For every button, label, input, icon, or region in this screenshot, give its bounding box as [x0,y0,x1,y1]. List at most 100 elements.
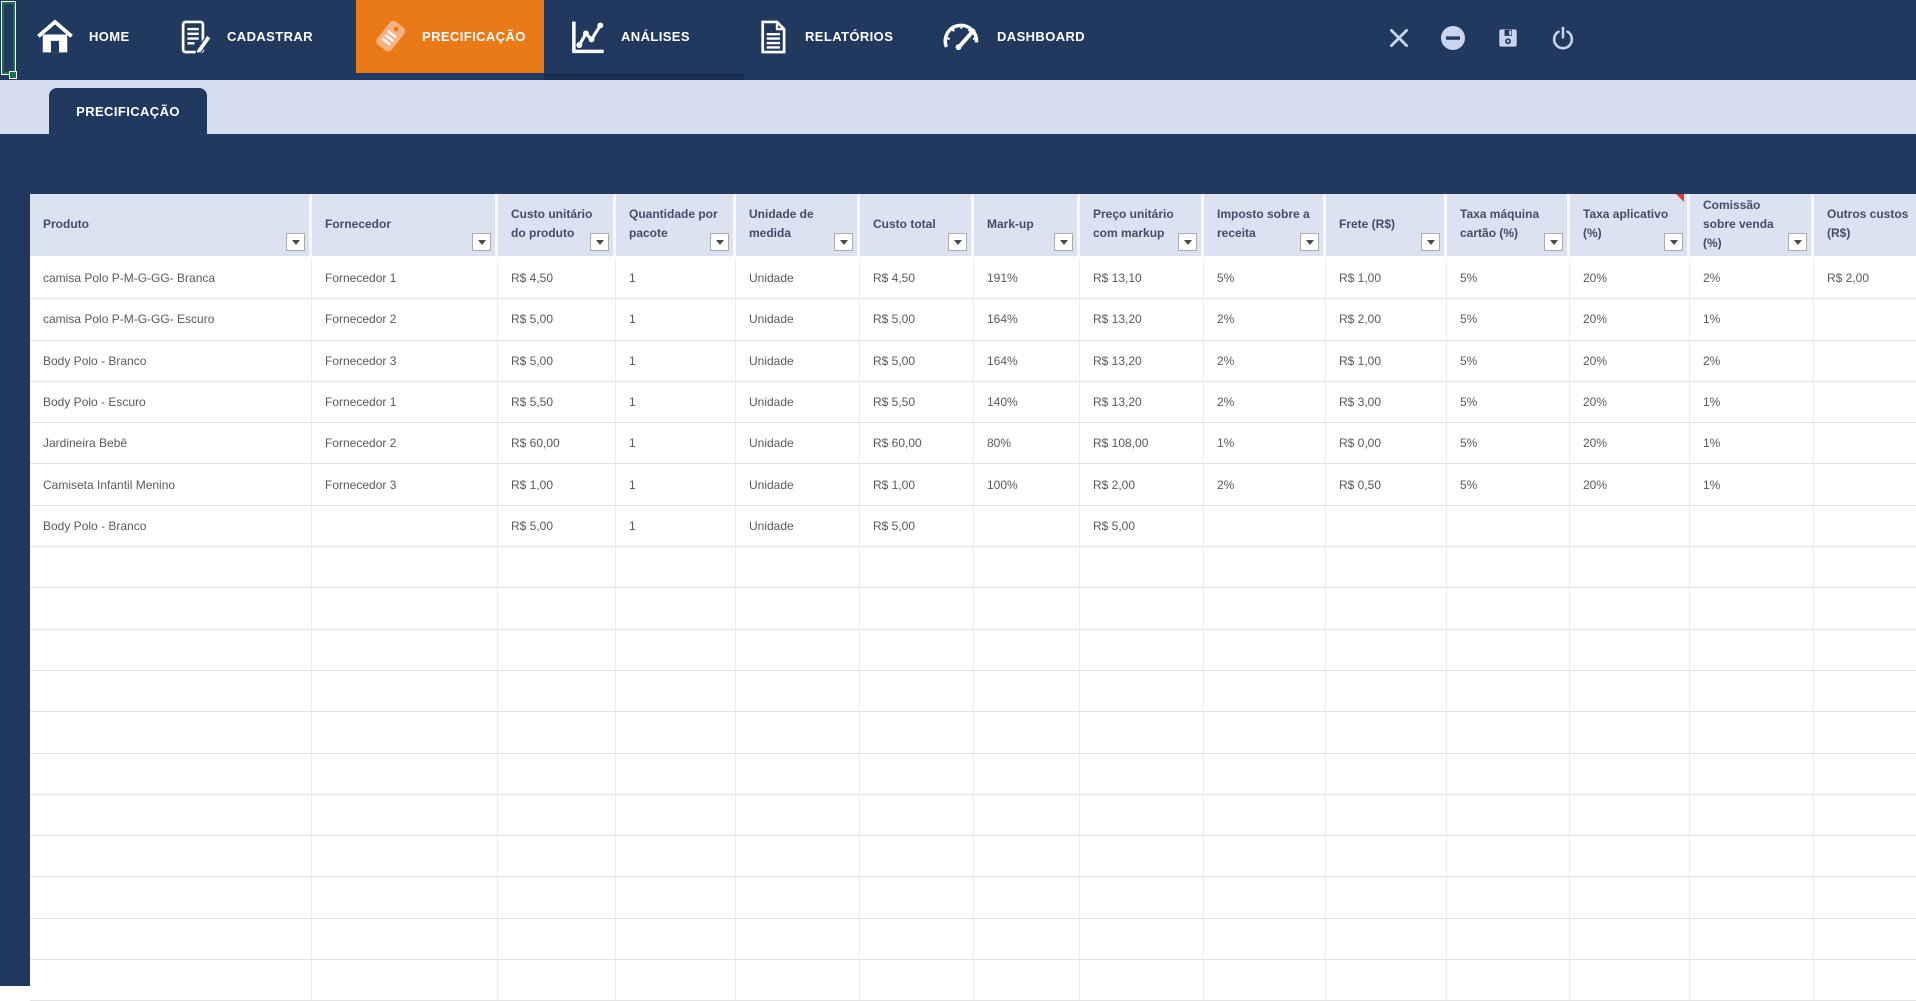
cell[interactable] [1326,547,1447,588]
cell[interactable] [616,918,736,960]
filter-dropdown-button[interactable] [472,233,491,251]
cell[interactable] [1690,794,1814,836]
cell[interactable] [736,670,860,712]
cell[interactable] [1814,836,1916,876]
cell[interactable] [30,918,312,960]
cell[interactable] [1326,753,1447,794]
cell[interactable] [1447,505,1570,547]
cell[interactable] [1080,670,1204,712]
cell[interactable] [498,753,616,794]
cell[interactable] [736,877,860,918]
cell[interactable]: Fornecedor 1 [312,258,498,299]
cell[interactable] [1570,712,1690,753]
cell[interactable]: R$ 13,20 [1080,340,1204,381]
cell[interactable] [30,588,312,629]
cell[interactable] [1814,919,1916,959]
cell[interactable] [1570,836,1690,877]
cell[interactable] [1690,960,1814,1001]
cell[interactable] [1447,629,1570,670]
cell[interactable]: 5% [1447,258,1570,299]
cell[interactable]: Unidade [736,340,860,381]
cell[interactable] [1447,670,1570,712]
cell[interactable] [1447,753,1570,794]
cell[interactable] [860,712,974,753]
cell[interactable] [312,918,498,960]
cell[interactable] [312,505,498,547]
cell[interactable]: R$ 60,00 [498,423,616,464]
cell[interactable]: R$ 0,00 [1326,423,1447,464]
cell[interactable] [736,918,860,960]
cell[interactable] [498,547,616,588]
cell[interactable]: R$ 5,00 [498,505,616,547]
cell[interactable] [736,629,860,670]
cell[interactable] [860,794,974,836]
cell[interactable]: R$ 4,50 [860,258,974,299]
cell[interactable] [1326,918,1447,960]
cell[interactable] [1814,671,1916,711]
cell[interactable] [1814,506,1916,546]
cell[interactable] [1690,547,1814,588]
cell[interactable] [1570,794,1690,836]
cell[interactable]: R$ 1,00 [1326,258,1447,299]
cell[interactable] [974,794,1080,836]
cell[interactable]: Unidade [736,258,860,299]
filter-dropdown-button[interactable] [834,233,853,251]
cell[interactable] [30,877,312,918]
cell[interactable]: Jardineira Bebê [30,423,312,464]
cell[interactable] [1080,794,1204,836]
cell[interactable]: R$ 2,00 [1827,271,1870,286]
cell[interactable]: Unidade [736,464,860,505]
cell[interactable] [1690,670,1814,712]
cell[interactable] [312,629,498,670]
cell[interactable] [1690,712,1814,753]
cell[interactable] [312,960,498,1001]
cell[interactable] [1204,960,1326,1001]
cell[interactable]: R$ 5,00 [498,340,616,381]
minimize-button[interactable] [1438,23,1468,53]
cell[interactable] [1326,877,1447,918]
cell[interactable] [616,753,736,794]
cell[interactable] [30,753,312,794]
cell[interactable] [1326,505,1447,547]
cell[interactable] [1080,877,1204,918]
cell[interactable] [1204,629,1326,670]
cell[interactable] [312,547,498,588]
cell[interactable] [1690,629,1814,670]
cell[interactable] [1814,795,1916,835]
cell[interactable] [974,712,1080,753]
cell[interactable]: R$ 5,50 [498,381,616,423]
cell[interactable] [1080,712,1204,753]
cell[interactable]: 1 [616,464,736,505]
cell[interactable] [498,794,616,836]
filter-dropdown-button[interactable] [1178,233,1197,251]
cell[interactable] [1204,753,1326,794]
nav-item-home[interactable]: HOME [34,0,130,73]
filter-dropdown-button[interactable] [286,233,305,251]
cell[interactable] [860,629,974,670]
cell[interactable] [1326,960,1447,1001]
cell[interactable] [860,877,974,918]
cell[interactable]: Fornecedor 2 [312,299,498,340]
cell[interactable] [1690,588,1814,629]
cell[interactable] [1814,464,1916,504]
cell[interactable] [312,877,498,918]
filter-dropdown-button[interactable] [590,233,609,251]
filter-dropdown-button[interactable] [1300,233,1319,251]
filter-dropdown-button[interactable] [1421,233,1440,251]
cell[interactable] [1204,712,1326,753]
cell[interactable] [1570,753,1690,794]
cell[interactable] [736,836,860,877]
cell[interactable] [616,670,736,712]
cell[interactable]: 20% [1570,423,1690,464]
cell[interactable] [1814,341,1916,381]
nav-item-dashboard[interactable]: DASHBOARD [938,0,1085,73]
cell[interactable] [1204,505,1326,547]
cell[interactable] [1814,630,1916,670]
cell[interactable]: R$ 13,10 [1080,258,1204,299]
cell[interactable] [616,794,736,836]
power-button[interactable] [1548,23,1578,53]
cell[interactable] [312,794,498,836]
cell[interactable] [1690,918,1814,960]
cell[interactable] [1080,547,1204,588]
cell[interactable] [1690,836,1814,877]
